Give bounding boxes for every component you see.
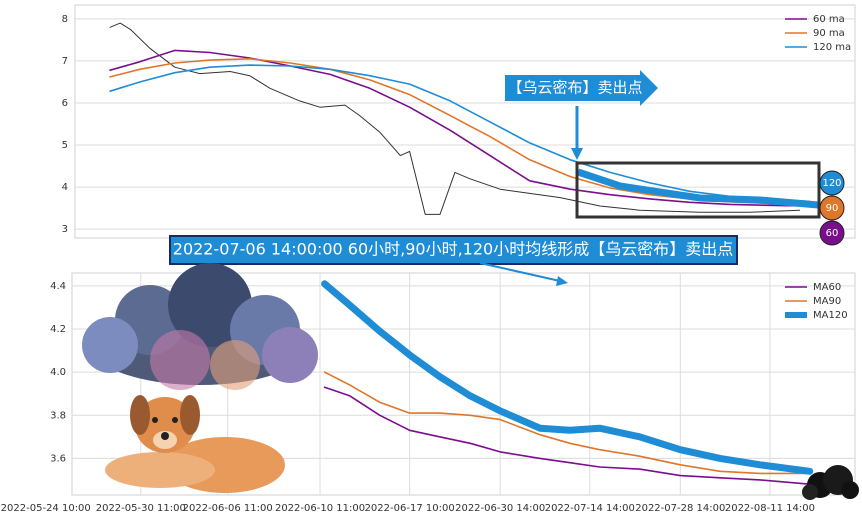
y-tick-label: 4 bbox=[62, 182, 68, 193]
y-tick-label: 7 bbox=[62, 56, 68, 67]
caption-box bbox=[169, 235, 738, 265]
y-tick-label: 3.6 bbox=[50, 453, 66, 464]
highlight-box bbox=[575, 161, 821, 219]
series-line bbox=[109, 64, 811, 203]
y-tick-label: 3 bbox=[62, 224, 68, 235]
legend-label: MA90 bbox=[813, 296, 841, 307]
x-tick-label: 2022-08-11 14:00 bbox=[725, 503, 815, 514]
badge bbox=[819, 170, 845, 196]
x-tick-label: 2022-07-14 14:00 bbox=[545, 503, 635, 514]
y-tick-label: 6 bbox=[62, 98, 68, 109]
series-line bbox=[109, 49, 811, 207]
badge bbox=[819, 195, 845, 221]
x-tick-label: 2022-07-28 14:00 bbox=[635, 503, 725, 514]
x-tick-label: 2022-06-17 10:00 bbox=[365, 503, 455, 514]
y-tick-label: 5 bbox=[62, 140, 68, 151]
legend-label: MA120 bbox=[813, 310, 848, 321]
highlight-line bbox=[576, 168, 819, 209]
top-frame bbox=[74, 4, 856, 239]
x-tick-label: 2022-05-30 11:00 bbox=[96, 503, 186, 514]
x-tick-label: 2022-06-10 11:00 bbox=[275, 503, 365, 514]
caption: 2022-07-06 14:00:00 60小时,90小时,120小时均线形成【… bbox=[173, 240, 733, 259]
legend-label: 60 ma bbox=[813, 14, 845, 25]
signal-label: 【乌云密布】卖出点 bbox=[507, 79, 642, 97]
series-line bbox=[323, 386, 811, 485]
x-tick-label: 2022-05-24 10:00 bbox=[1, 503, 91, 514]
caption-arrow bbox=[479, 262, 561, 282]
y-tick-label: 4.4 bbox=[50, 281, 66, 292]
legend-label: MA60 bbox=[813, 282, 841, 293]
y-tick-label: 4.2 bbox=[50, 324, 66, 335]
series-line bbox=[109, 58, 811, 206]
badge-label: 60 bbox=[826, 228, 839, 239]
y-tick-label: 3.8 bbox=[50, 410, 66, 421]
y-tick-label: 4.0 bbox=[50, 367, 66, 378]
badge-label: 90 bbox=[826, 203, 839, 214]
legend-label: 120 ma bbox=[813, 42, 851, 53]
legend-label: 90 ma bbox=[813, 28, 845, 39]
badge-label: 120 bbox=[822, 178, 841, 189]
x-tick-label: 2022-06-30 14:00 bbox=[455, 503, 545, 514]
x-tick-label: 2022-06-06 11:00 bbox=[183, 503, 273, 514]
down-arrow-head bbox=[571, 148, 583, 160]
caption-arrow-head bbox=[556, 276, 568, 286]
bottom-frame bbox=[71, 272, 856, 496]
cloud-illustration bbox=[82, 263, 318, 390]
dog-illustration bbox=[105, 395, 285, 493]
series-line bbox=[321, 280, 814, 475]
dark-cloud-icon bbox=[802, 465, 859, 500]
signal-arrow bbox=[505, 70, 658, 106]
series-line bbox=[323, 371, 811, 475]
badge bbox=[819, 220, 845, 246]
y-tick-label: 8 bbox=[62, 14, 68, 25]
